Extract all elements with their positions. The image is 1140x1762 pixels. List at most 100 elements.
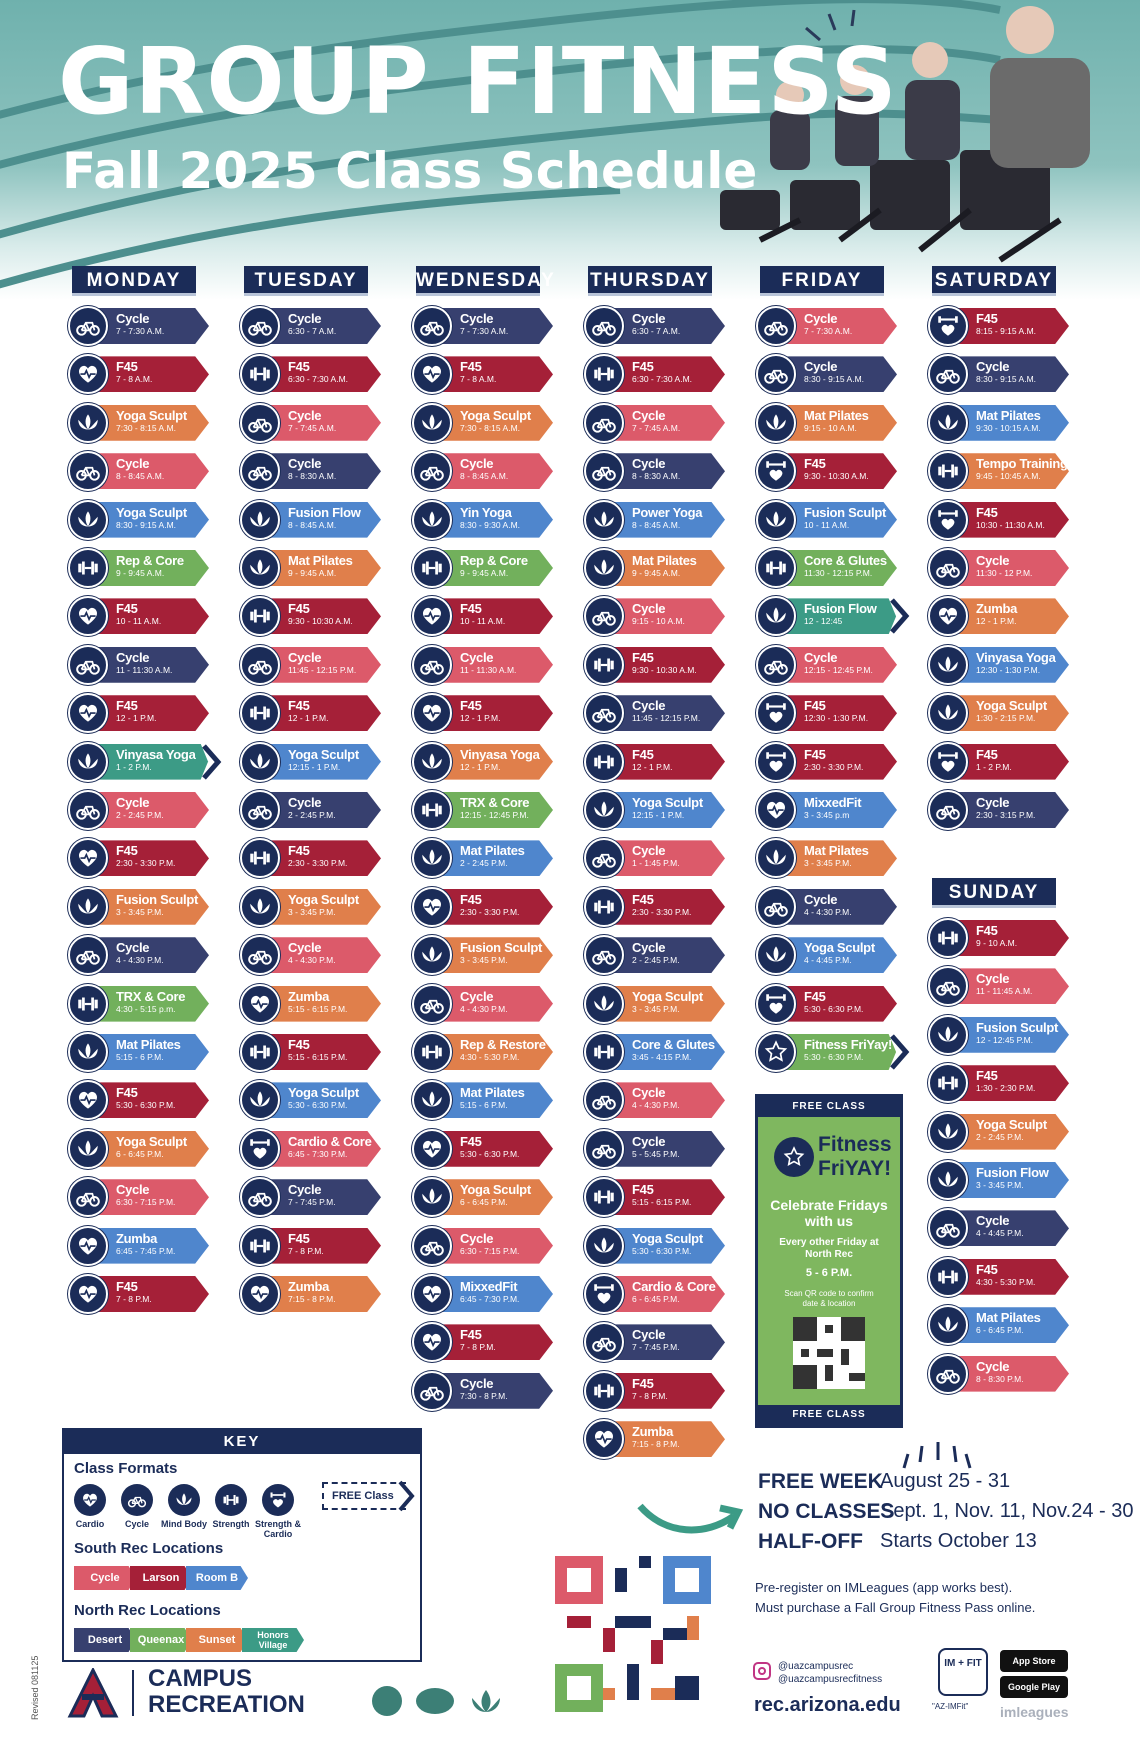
class-item[interactable]: Yoga Sculpt 5:30 - 6:30 P.M. xyxy=(584,1225,744,1266)
class-item[interactable]: Cycle 9:15 - 10 A.M. xyxy=(584,596,744,637)
class-item[interactable]: Cycle 11 - 11:30 A.M. xyxy=(412,644,572,685)
app-store-badge[interactable]: App Store xyxy=(1000,1650,1068,1672)
class-item[interactable]: Cycle 7 - 7:30 A.M. xyxy=(68,306,228,346)
class-item[interactable]: F45 6:30 - 7:30 A.M. xyxy=(240,354,400,395)
class-item[interactable]: F45 4:30 - 5:30 P.M. xyxy=(928,1256,1088,1297)
imfit-app-icon[interactable]: IM + FIT xyxy=(938,1648,988,1696)
class-item[interactable]: Zumba 6:45 - 7:45 P.M. xyxy=(68,1225,228,1266)
class-item[interactable]: Yoga Sculpt 6 - 6:45 P.M. xyxy=(412,1177,572,1218)
class-item[interactable]: Cycle 8 - 8:30 A.M. xyxy=(584,451,744,492)
class-item[interactable]: F45 12 - 1 P.M. xyxy=(412,693,572,734)
class-item[interactable]: F45 5:30 - 6:30 P.M. xyxy=(68,1080,228,1121)
class-item[interactable]: Cycle 11:45 - 12:15 P.M. xyxy=(584,693,744,734)
instagram-handle-2[interactable]: @uazcampusrecfitness xyxy=(778,1674,883,1685)
class-item[interactable]: F45 10 - 11 A.M. xyxy=(68,596,228,637)
class-item[interactable]: Yoga Sculpt 3 - 3:45 P.M. xyxy=(240,886,400,927)
class-item[interactable]: Cycle 4 - 4:45 P.M. xyxy=(928,1208,1088,1249)
class-item[interactable]: Cycle 7 - 7:45 P.M. xyxy=(584,1322,744,1363)
class-item[interactable]: F45 2:30 - 3:30 P.M. xyxy=(68,838,228,879)
class-item[interactable]: Cycle 8 - 8:30 P.M. xyxy=(928,1353,1088,1394)
class-item[interactable]: Cycle 4 - 4:30 P.M. xyxy=(68,935,228,976)
class-item[interactable]: TRX & Core 12:15 - 12:45 P.M. xyxy=(412,790,572,830)
class-item[interactable]: Vinyasa Yoga 12 - 1 P.M. xyxy=(412,741,572,782)
class-item[interactable]: F45 7 - 8 P.M. xyxy=(68,1274,228,1314)
class-item[interactable]: Cycle 7 - 7:30 A.M. xyxy=(756,306,916,346)
class-item[interactable]: F45 5:15 - 6:15 P.M. xyxy=(240,1032,400,1072)
class-item[interactable]: Fusion Sculpt 10 - 11 A.M. xyxy=(756,499,916,540)
class-item[interactable]: Cycle 2 - 2:45 P.M. xyxy=(68,790,228,830)
class-item[interactable]: Fusion Flow 12 - 12:45 xyxy=(756,596,916,637)
class-item[interactable]: Yoga Sculpt 7:30 - 8:15 A.M. xyxy=(412,402,572,443)
class-item[interactable]: F45 10 - 11 A.M. xyxy=(412,596,572,637)
class-item[interactable]: MixxedFit 3 - 3:45 p.m xyxy=(756,790,916,830)
class-item[interactable]: Zumba 7:15 - 8 P.M. xyxy=(584,1419,744,1460)
class-item[interactable]: F45 2:30 - 3:30 P.M. xyxy=(756,741,916,782)
class-item[interactable]: Mat Pilates 5:15 - 6 P.M. xyxy=(412,1080,572,1121)
class-item[interactable]: Cycle 6:30 - 7 A.M. xyxy=(584,306,744,346)
class-item[interactable]: F45 2:30 - 3:30 P.M. xyxy=(412,886,572,927)
class-item[interactable]: Yoga Sculpt 5:30 - 6:30 P.M. xyxy=(240,1080,400,1121)
class-item[interactable]: Cycle 1 - 1:45 P.M. xyxy=(584,838,744,879)
class-item[interactable]: Cycle 6:30 - 7 A.M. xyxy=(240,306,400,346)
class-item[interactable]: Rep & Restore 4:30 - 5:30 P.M. xyxy=(412,1032,572,1072)
class-item[interactable]: Cycle 7 - 7:45 P.M. xyxy=(240,1177,400,1218)
class-item[interactable]: F45 9:30 - 10:30 A.M. xyxy=(240,596,400,637)
class-item[interactable]: Cycle 4 - 4:30 P.M. xyxy=(412,983,572,1024)
class-item[interactable]: Cycle 7 - 7:30 A.M. xyxy=(412,306,572,346)
class-item[interactable]: Yoga Sculpt 4 - 4:45 P.M. xyxy=(756,935,916,976)
class-item[interactable]: Cycle 8 - 8:45 A.M. xyxy=(412,451,572,492)
class-item[interactable]: Cycle 2:30 - 3:15 P.M. xyxy=(928,790,1088,830)
class-item[interactable]: Mat Pilates 9 - 9:45 A.M. xyxy=(240,548,400,588)
instagram-handle-1[interactable]: @uazcampusrec xyxy=(778,1661,854,1672)
class-item[interactable]: Yoga Sculpt 12:15 - 1 P.M. xyxy=(240,741,400,782)
class-item[interactable]: Fusion Sculpt 3 - 3:45 P.M. xyxy=(68,886,228,927)
class-item[interactable]: Mat Pilates 5:15 - 6 P.M. xyxy=(68,1032,228,1072)
class-item[interactable]: Core & Glutes 11:30 - 12:15 P.M. xyxy=(756,548,916,588)
class-item[interactable]: Cycle 7 - 7:45 A.M. xyxy=(240,402,400,443)
class-item[interactable]: F45 12 - 1 P.M. xyxy=(584,741,744,782)
class-item[interactable]: F45 9:30 - 10:30 A.M. xyxy=(756,451,916,492)
class-item[interactable]: Cardio & Core 6:45 - 7:30 P.M. xyxy=(240,1128,400,1169)
class-item[interactable]: Cycle 4 - 4:30 P.M. xyxy=(584,1080,744,1121)
class-item[interactable]: Cardio & Core 6 - 6:45 P.M. xyxy=(584,1274,744,1314)
class-item[interactable]: Fusion Flow 8 - 8:45 A.M. xyxy=(240,499,400,540)
class-item[interactable]: Yoga Sculpt 6 - 6:45 P.M. xyxy=(68,1128,228,1169)
class-item[interactable]: Cycle 11 - 11:30 A.M. xyxy=(68,644,228,685)
class-item[interactable]: Cycle 8 - 8:45 A.M. xyxy=(68,451,228,492)
class-item[interactable]: F45 12:30 - 1:30 P.M. xyxy=(756,693,916,734)
class-item[interactable]: Yoga Sculpt 2 - 2:45 P.M. xyxy=(928,1111,1088,1152)
class-item[interactable]: F45 7 - 8 P.M. xyxy=(240,1225,400,1266)
class-item[interactable]: Cycle 8 - 8:30 A.M. xyxy=(240,451,400,492)
class-item[interactable]: Vinyasa Yoga 1 - 2 P.M. xyxy=(68,741,228,782)
class-item[interactable]: Fusion Sculpt 3 - 3:45 P.M. xyxy=(412,935,572,976)
class-item[interactable]: Cycle 4 - 4:30 P.M. xyxy=(756,886,916,927)
class-item[interactable]: Cycle 6:30 - 7:15 P.M. xyxy=(412,1225,572,1266)
class-item[interactable]: Zumba 12 - 1 P.M. xyxy=(928,596,1088,637)
class-item[interactable]: Mat Pilates 9:15 - 10 A.M. xyxy=(756,402,916,443)
class-item[interactable]: Cycle 11 - 11:45 A.M. xyxy=(928,966,1088,1007)
class-item[interactable]: Mat Pilates 3 - 3:45 P.M. xyxy=(756,838,916,879)
class-item[interactable]: Cycle 7:30 - 8 P.M. xyxy=(412,1370,572,1411)
class-item[interactable]: Rep & Core 9 - 9:45 A.M. xyxy=(68,548,228,588)
class-item[interactable]: Zumba 7:15 - 8 P.M. xyxy=(240,1274,400,1314)
class-item[interactable]: Yoga Sculpt 12:15 - 1 P.M. xyxy=(584,790,744,830)
class-item[interactable]: F45 12 - 1 P.M. xyxy=(240,693,400,734)
class-item[interactable]: Tempo Training 9:45 - 10:45 A.M. xyxy=(928,451,1088,492)
class-item[interactable]: Core & Glutes 3:45 - 4:15 P.M. xyxy=(584,1032,744,1072)
class-item[interactable]: Yoga Sculpt 1:30 - 2:15 P.M. xyxy=(928,693,1088,734)
class-item[interactable]: Cycle 11:30 - 12 P.M. xyxy=(928,548,1088,588)
google-play-badge[interactable]: Google Play xyxy=(1000,1676,1068,1698)
registration-qr-code[interactable] xyxy=(555,1556,711,1712)
instagram-icon[interactable] xyxy=(753,1662,771,1680)
class-item[interactable]: F45 1 - 2 P.M. xyxy=(928,741,1088,782)
class-item[interactable]: Yoga Sculpt 8:30 - 9:15 A.M. xyxy=(68,499,228,540)
class-item[interactable]: Mat Pilates 9 - 9:45 A.M. xyxy=(584,548,744,588)
friyay-qr-code[interactable] xyxy=(793,1317,865,1389)
class-item[interactable]: TRX & Core 4:30 - 5:15 p.m. xyxy=(68,983,228,1024)
class-item[interactable]: Power Yoga 8 - 8:45 A.M. xyxy=(584,499,744,540)
class-item[interactable]: F45 6:30 - 7:30 A.M. xyxy=(584,354,744,395)
class-item[interactable]: Cycle 5 - 5:45 P.M. xyxy=(584,1128,744,1169)
class-item[interactable]: F45 8:15 - 9:15 A.M. xyxy=(928,306,1088,346)
class-item[interactable]: Yoga Sculpt 7:30 - 8:15 A.M. xyxy=(68,402,228,443)
class-item[interactable]: F45 7 - 8 P.M. xyxy=(412,1322,572,1363)
